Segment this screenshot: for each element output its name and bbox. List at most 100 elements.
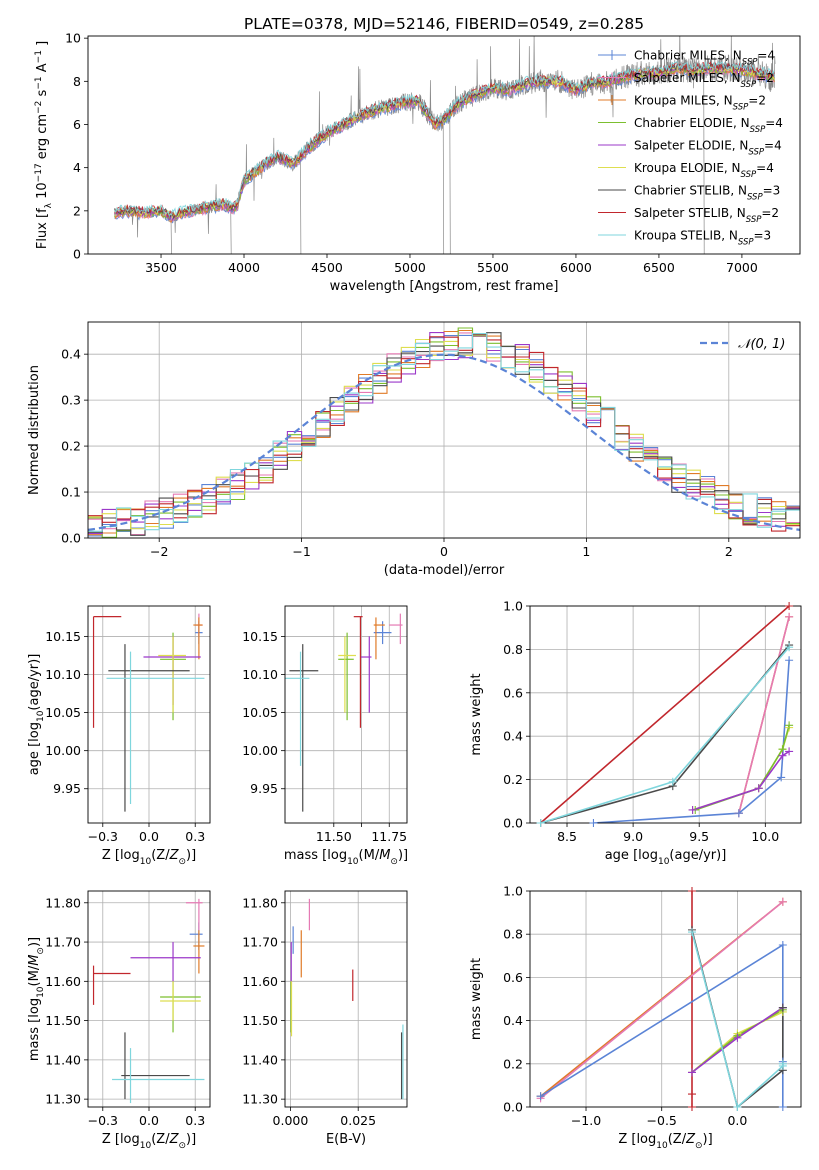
weight-marker [778,941,787,949]
y-tick-label: 9.95 [53,781,81,796]
legend-label: Kroupa MILES, NSSP=2 [634,94,766,113]
x-tick-label: 9.5 [689,829,709,844]
y-tick-label: 11.60 [242,974,278,989]
weight-marker [778,1003,787,1012]
x-tick-label: 0 [440,544,448,559]
plot-area [285,613,403,812]
grid-lines [88,891,210,1107]
weight-marker [785,643,794,652]
model-spectrum [114,62,775,220]
x-tick-label: 4000 [228,260,260,275]
errorbar-point [289,644,319,812]
errorbar-point [108,644,190,812]
errorbar-point [158,636,186,713]
y-tick-label: 11.50 [45,1013,81,1028]
y-tick-label: 0.2 [503,1056,523,1071]
y-tick-label: 0.3 [61,393,81,408]
weight-marker [687,887,696,895]
weight-marker [688,805,697,814]
y-tick-label: 0.0 [61,531,81,546]
x-tick-label: 0.0 [139,1113,159,1128]
y-tick-label: 2 [73,203,81,218]
x-tick-label: 9.0 [623,829,643,844]
x-tick-label: −0.5 [647,1113,677,1128]
legend-label: Chabrier MILES, NSSP=4 [634,49,775,68]
errorbar-point [112,1048,205,1104]
residual-histogram [88,333,800,532]
panel-weight_vs_Z: −1.0 −0.5 0.0 0.0 0.2 0.4 0.6 0.8 1.0 Z [log10(Z/… [469,884,802,1151]
x-axis-label: wavelength [Angstrom, rest frame] [330,279,559,294]
x-tick-label: 10.0 [751,829,779,844]
y-tick-label: 0.0 [503,1100,523,1115]
y-tick-label: 1.0 [503,884,523,899]
errorbar-point [193,930,205,974]
weight-line [540,644,790,823]
legend-label: 𝒩(0, 1) [738,337,785,352]
x-tick-label: 11.50 [316,829,352,844]
y-axis-label: mass weight [469,958,484,1040]
model-spectrum [114,67,775,224]
legend: 𝒩(0, 1) [700,337,785,352]
errorbar-point [338,636,356,713]
y-tick-label: 6 [73,117,81,132]
x-tick-label: 2 [725,544,733,559]
plot-area [92,613,205,812]
weight-marker [687,1068,696,1077]
y-tick-label: 0.6 [503,970,523,985]
gaussian-curve [88,353,800,531]
y-tick-label: 0.4 [503,729,523,744]
weight-marker [778,1059,787,1068]
axes-frame [87,605,211,824]
errorbar-point [130,942,201,982]
x-tick-label: 0.025 [340,1113,376,1128]
panel-age_vs_mass: 11.50 11.75 9.95 10.00 10.05 10.10 10.15 mass [… [242,605,408,867]
weight-line [738,616,790,814]
y-axis-label: mass [log10(M/M⊙)] [27,937,46,1061]
x-axis-label: Z [log10(Z/Z⊙)] [102,1132,196,1151]
model-spectrum [114,60,775,217]
y-tick-label: 0.2 [61,439,81,454]
y-tick-label: 0.8 [503,642,523,657]
axes-frame [87,890,211,1108]
y-tick-label: 11.40 [242,1052,278,1067]
weight-marker [785,721,794,730]
weight-marker [668,777,677,786]
y-tick-label: 1.0 [503,599,523,614]
plot-area [92,898,205,1104]
plot-area [540,606,790,823]
y-tick-label: 10.00 [45,743,81,758]
panel-weight_vs_age: 8.5 9.0 9.5 10.0 0.0 0.2 0.4 0.6 0.8 1.0 age [log1… [469,599,802,867]
axes-frame [284,890,408,1108]
y-tick-label: 10.15 [242,629,278,644]
weight-line [540,901,784,1100]
plot-area [88,327,800,538]
x-axis-label: E(B-V) [326,1132,366,1147]
x-tick-label: 7000 [726,260,758,275]
x-tick-label: 5500 [477,260,509,275]
y-tick-label: 10.15 [45,629,81,644]
y-tick-label: 0.1 [61,485,81,500]
errorbar-point [92,616,122,728]
x-tick-label: 6500 [643,260,675,275]
errorbar-point [185,898,203,931]
weight-marker [734,809,743,818]
errorbar-point [92,965,131,1005]
weight-marker [785,656,794,665]
x-tick-label: 5000 [394,260,426,275]
y-tick-label: 10.05 [242,705,278,720]
x-tick-label: 0.3 [185,829,205,844]
x-tick-label: −2 [150,544,168,559]
y-tick-label: 10.10 [242,667,278,682]
weight-marker [785,602,794,610]
errorbar-point [360,636,372,713]
weight-line [540,943,784,1107]
y-tick-label: 0.6 [503,685,523,700]
x-tick-label: −1 [292,544,310,559]
y-tick-label: 8 [73,74,81,89]
errorbar-point [373,617,385,660]
panel-spectrum: 3500 4000 4500 5000 5500 6000 6500 7000 0 2 4 6 8 10 w… [34,31,801,294]
legend-label: Kroupa ELODIE, NSSP=4 [634,161,774,180]
figure-title: PLATE=0378, MJD=52146, FIBERID=0549, z=0… [244,15,644,33]
grid-lines [285,891,407,1107]
